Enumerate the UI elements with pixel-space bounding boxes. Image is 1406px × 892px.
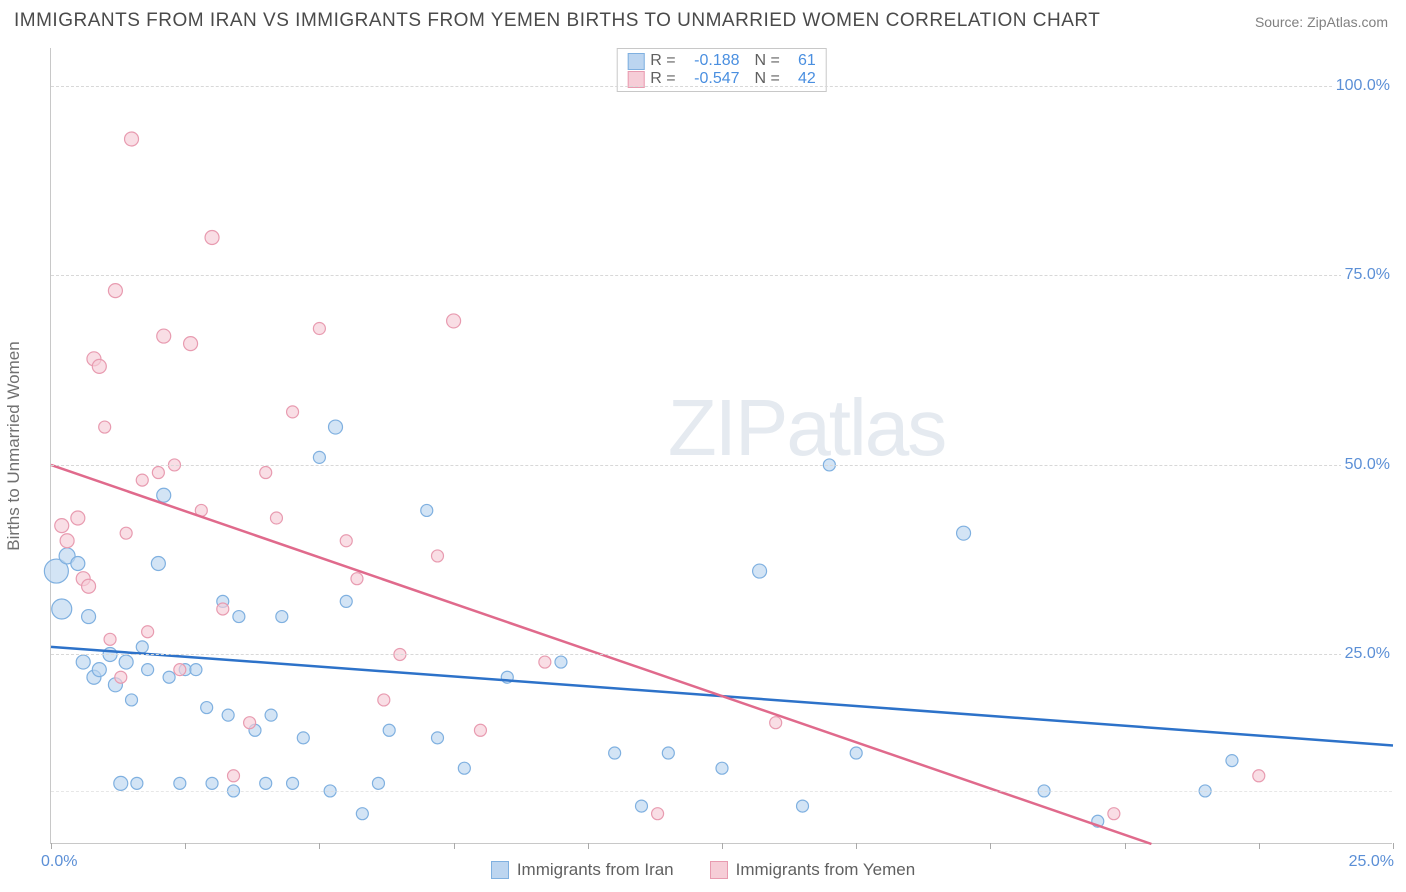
scatter-point — [356, 808, 368, 820]
scatter-point — [313, 322, 325, 334]
scatter-point — [125, 132, 139, 146]
scatter-point — [55, 519, 69, 533]
y-tick-label: 100.0% — [1332, 75, 1394, 97]
scatter-point — [82, 610, 96, 624]
legend-item: Immigrants from Iran — [491, 860, 674, 880]
scatter-point — [184, 337, 198, 351]
scatter-point — [82, 579, 96, 593]
scatter-point — [131, 777, 143, 789]
scatter-point — [297, 732, 309, 744]
scatter-point — [1108, 808, 1120, 820]
scatter-point — [151, 557, 165, 571]
scatter-plot-svg — [51, 48, 1392, 843]
scatter-point — [555, 656, 567, 668]
y-tick-label: 50.0% — [1341, 454, 1394, 476]
scatter-point — [157, 488, 171, 502]
scatter-point — [652, 808, 664, 820]
scatter-point — [340, 535, 352, 547]
scatter-point — [447, 314, 461, 328]
scatter-point — [120, 527, 132, 539]
scatter-point — [152, 467, 164, 479]
scatter-point — [378, 694, 390, 706]
scatter-point — [190, 664, 202, 676]
scatter-point — [287, 406, 299, 418]
scatter-point — [662, 747, 674, 759]
scatter-point — [372, 777, 384, 789]
series-legend: Immigrants from Iran Immigrants from Yeme… — [0, 860, 1406, 880]
legend-swatch — [627, 53, 644, 70]
scatter-point — [201, 702, 213, 714]
scatter-point — [206, 777, 218, 789]
scatter-point — [157, 329, 171, 343]
scatter-point — [383, 724, 395, 736]
y-axis-label: Births to Unmarried Women — [4, 341, 24, 550]
scatter-point — [142, 664, 154, 676]
scatter-point — [539, 656, 551, 668]
scatter-point — [217, 603, 229, 615]
scatter-point — [119, 655, 133, 669]
scatter-point — [115, 671, 127, 683]
scatter-point — [71, 511, 85, 525]
scatter-point — [92, 663, 106, 677]
scatter-point — [60, 534, 74, 548]
scatter-point — [753, 564, 767, 578]
scatter-point — [276, 611, 288, 623]
scatter-point — [174, 664, 186, 676]
scatter-point — [205, 231, 219, 245]
scatter-point — [142, 626, 154, 638]
scatter-point — [244, 717, 256, 729]
scatter-point — [770, 717, 782, 729]
scatter-point — [104, 633, 116, 645]
scatter-point — [174, 777, 186, 789]
legend-swatch — [491, 861, 509, 879]
legend-label: Immigrants from Iran — [517, 860, 674, 880]
scatter-point — [222, 709, 234, 721]
chart-plot-area: ZIPatlas R =-0.188 N =61R =-0.547 N =42 … — [50, 48, 1392, 844]
scatter-point — [458, 762, 470, 774]
scatter-point — [431, 550, 443, 562]
chart-title: IMMIGRANTS FROM IRAN VS IMMIGRANTS FROM … — [14, 10, 1100, 32]
scatter-point — [136, 641, 148, 653]
legend-swatch — [710, 861, 728, 879]
scatter-point — [126, 694, 138, 706]
scatter-point — [136, 474, 148, 486]
scatter-point — [609, 747, 621, 759]
scatter-point — [797, 800, 809, 812]
scatter-point — [76, 655, 90, 669]
scatter-point — [716, 762, 728, 774]
scatter-point — [1253, 770, 1265, 782]
scatter-point — [329, 420, 343, 434]
scatter-point — [114, 776, 128, 790]
scatter-point — [260, 467, 272, 479]
scatter-point — [421, 504, 433, 516]
scatter-point — [233, 611, 245, 623]
scatter-point — [71, 557, 85, 571]
scatter-point — [260, 777, 272, 789]
scatter-point — [957, 526, 971, 540]
scatter-point — [163, 671, 175, 683]
scatter-point — [108, 284, 122, 298]
scatter-point — [228, 770, 240, 782]
scatter-point — [313, 451, 325, 463]
scatter-point — [270, 512, 282, 524]
scatter-point — [351, 573, 363, 585]
scatter-point — [850, 747, 862, 759]
scatter-point — [340, 595, 352, 607]
legend-row: R =-0.188 N =61 — [627, 52, 816, 70]
y-tick-label: 25.0% — [1341, 643, 1394, 665]
scatter-point — [92, 359, 106, 373]
scatter-point — [474, 724, 486, 736]
scatter-point — [99, 421, 111, 433]
scatter-point — [265, 709, 277, 721]
scatter-point — [52, 599, 72, 619]
legend-label: Immigrants from Yemen — [736, 860, 916, 880]
scatter-point — [635, 800, 647, 812]
scatter-point — [1226, 755, 1238, 767]
y-tick-label: 75.0% — [1341, 264, 1394, 286]
scatter-point — [431, 732, 443, 744]
scatter-point — [287, 777, 299, 789]
legend-item: Immigrants from Yemen — [710, 860, 916, 880]
source-attribution: Source: ZipAtlas.com — [1255, 14, 1388, 30]
